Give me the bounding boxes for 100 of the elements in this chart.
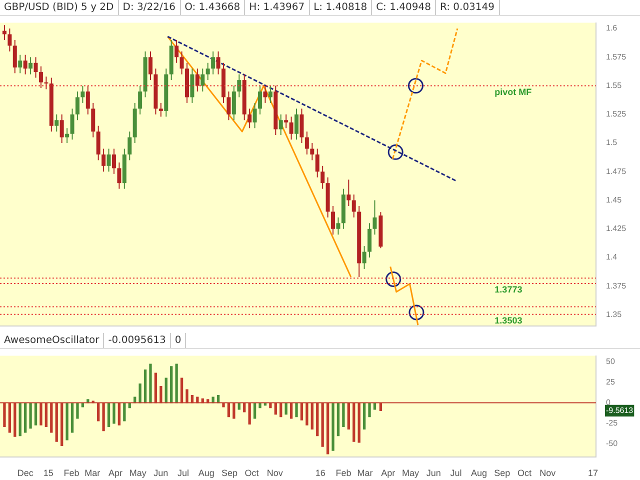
- point: [386, 272, 402, 288]
- candlestick: [12, 39, 17, 74]
- candlestick: [112, 148, 116, 174]
- bar: [112, 402, 116, 424]
- bar: [29, 402, 32, 429]
- candlestick: [320, 165, 325, 190]
- x-tick-label: Nov: [266, 468, 284, 478]
- bar: [368, 402, 371, 418]
- candlestick: [346, 179, 351, 206]
- candlestick: [70, 108, 74, 140]
- x-tick-label: Aug: [198, 468, 214, 478]
- candlestick: [304, 131, 309, 155]
- candlestick: [248, 108, 252, 129]
- candlestick: [18, 54, 22, 74]
- y-tick-label: 1.375: [606, 281, 627, 290]
- bar: [24, 402, 27, 433]
- candlestick: [206, 62, 210, 81]
- candlestick: [34, 56, 38, 78]
- point: [408, 78, 424, 94]
- candlestick: [106, 148, 111, 172]
- x-tick-label: Mar: [84, 468, 100, 478]
- bar: [123, 402, 126, 422]
- candlestick: [252, 102, 257, 129]
- text: -0.0095613: [104, 333, 171, 348]
- candlestick: [38, 66, 43, 89]
- x-tick-label: Mar: [357, 468, 373, 478]
- ref-line-label: 1.3773: [494, 284, 522, 294]
- candlestick: [138, 85, 142, 115]
- y-tick-label: 1.4: [606, 252, 618, 262]
- candlestick: [65, 128, 70, 144]
- candlestick: [75, 90, 80, 121]
- y-tick-label: 1.475: [606, 166, 627, 176]
- bar: [70, 402, 74, 433]
- x-tick-label: 16: [315, 468, 326, 478]
- x-tick-label: Nov: [540, 468, 556, 478]
- point: [408, 304, 424, 320]
- x-tick-label: Dec: [17, 468, 34, 478]
- chart-title: AwesomeOscillator: [0, 333, 104, 348]
- text: L: 1.40818: [310, 0, 372, 15]
- ref-line-label: pivot MF: [494, 86, 532, 97]
- candlestick: [336, 216, 340, 236]
- bar: [164, 378, 168, 404]
- candlestick: [331, 205, 336, 236]
- candlestick: [372, 200, 377, 236]
- y-tick-label: 0: [606, 398, 611, 407]
- candlestick: [80, 85, 85, 104]
- bar: [170, 366, 173, 404]
- candlestick: [28, 56, 33, 75]
- x-tick-label: Jun: [426, 468, 441, 478]
- bar: [149, 364, 152, 404]
- candlestick: [289, 116, 294, 140]
- bar: [34, 402, 38, 426]
- candlestick: [102, 148, 106, 172]
- text: 0: [170, 333, 186, 348]
- y-tick-label: 1.5: [606, 138, 618, 148]
- y-tick-label: 1.525: [606, 110, 627, 119]
- text: H: 1.43967: [245, 0, 310, 15]
- candlestick: [211, 50, 216, 75]
- candlestick: [315, 148, 320, 178]
- candlestick: [158, 102, 163, 118]
- bar: [175, 364, 178, 404]
- candlestick: [148, 50, 152, 81]
- bar: [107, 402, 110, 428]
- bar: [138, 384, 142, 404]
- candlestick: [60, 114, 64, 144]
- x-tick-label: Apr: [108, 468, 122, 478]
- x-tick-label: Sep: [494, 468, 510, 478]
- bar: [144, 369, 147, 404]
- x-tick-label: May: [129, 468, 147, 478]
- y-tick-label: 1.425: [606, 224, 627, 234]
- candlestick: [278, 114, 283, 136]
- candlestick: [294, 108, 299, 140]
- x-tick-label: Feb: [64, 468, 80, 478]
- y-tick-label: 50: [606, 356, 616, 366]
- candlestick: [216, 50, 220, 75]
- candlestick: [226, 90, 231, 121]
- text: C: 1.40948: [372, 0, 436, 15]
- candlestick: [263, 85, 268, 104]
- candlestick: [368, 222, 372, 258]
- bar: [295, 402, 298, 418]
- candlestick: [300, 108, 304, 144]
- y-tick-label: 1.6: [606, 24, 618, 33]
- y-tick-label: -9.5613: [606, 406, 634, 415]
- candlestick: [362, 246, 366, 270]
- x-tick-label: Jun: [154, 468, 168, 478]
- candlestick: [268, 85, 272, 104]
- text: R: 0.03149: [436, 0, 500, 15]
- x-tick-label: Oct: [517, 468, 532, 478]
- text: D: 3/22/16: [118, 0, 181, 15]
- x-tick-label: Feb: [336, 468, 352, 478]
- x-tick-label: Apr: [381, 468, 396, 478]
- y-tick-label: 1.575: [606, 52, 627, 62]
- candlestick: [96, 125, 100, 161]
- bar: [76, 402, 79, 419]
- y-tick-label: 1.55: [606, 80, 622, 90]
- x-tick-label: Jul: [178, 468, 190, 478]
- x-tick-label: Oct: [244, 468, 260, 478]
- candlestick: [352, 194, 356, 218]
- y-tick-label: 1.45: [606, 195, 622, 204]
- x-tick-label: May: [402, 468, 420, 478]
